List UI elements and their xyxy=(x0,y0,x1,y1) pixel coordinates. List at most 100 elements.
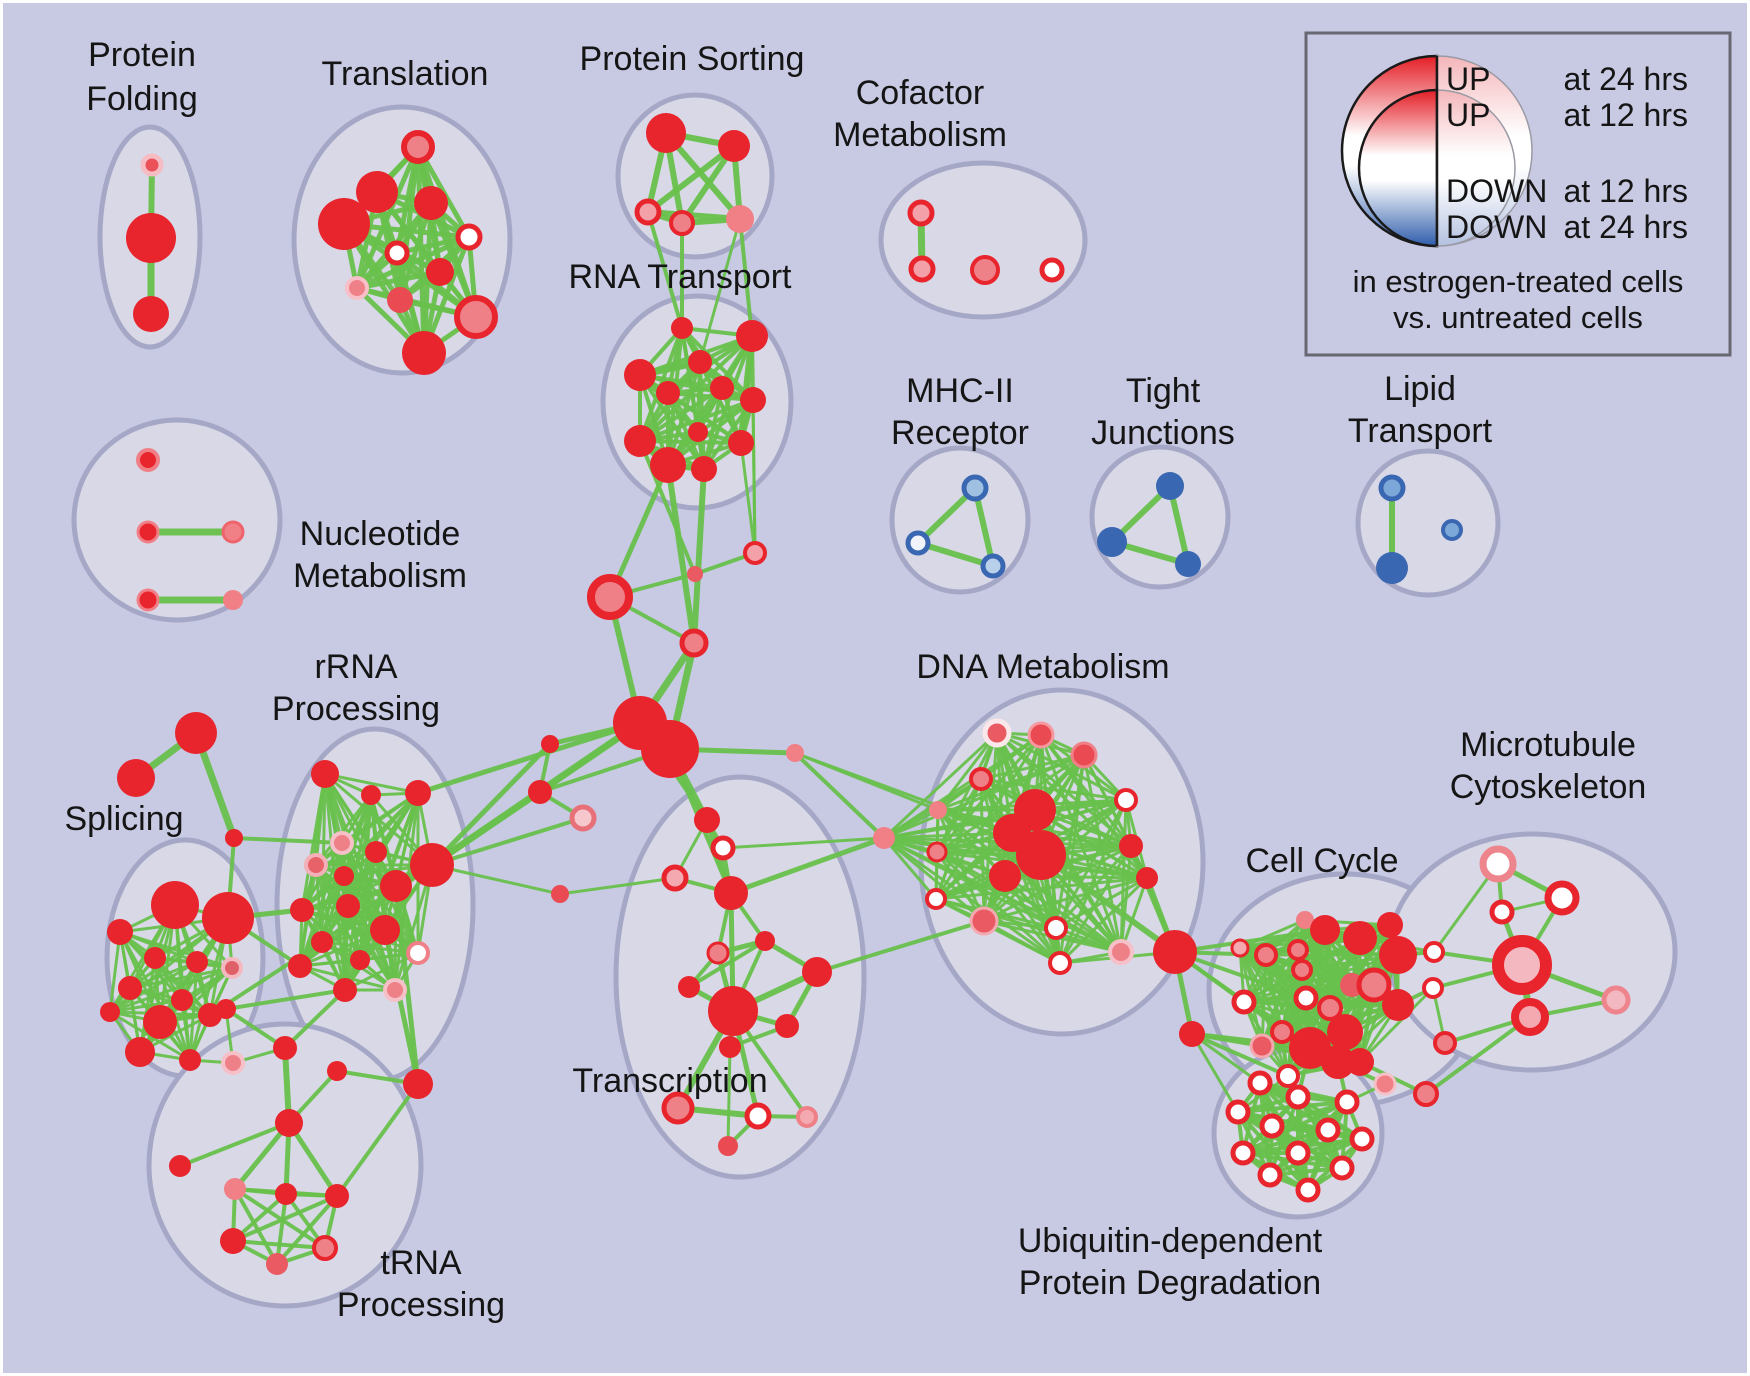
network-node xyxy=(118,976,142,1000)
network-edge xyxy=(1058,876,1149,965)
network-node xyxy=(336,894,360,918)
network-node xyxy=(634,198,662,226)
network-node xyxy=(1097,527,1127,557)
cluster-label-protein-sorting: Protein Sorting xyxy=(580,40,805,78)
network-node xyxy=(334,866,354,886)
cluster-ellipse-cofactor-metabolism xyxy=(878,160,1088,320)
network-node xyxy=(401,130,435,164)
cluster-label-tight-junctions: Tight xyxy=(1126,372,1201,410)
network-node xyxy=(1378,474,1406,502)
network-node xyxy=(786,744,804,762)
cluster-label-mhc-ii-receptor: MHC-II xyxy=(906,372,1014,410)
network-node xyxy=(1310,915,1340,945)
network-edge xyxy=(645,143,737,215)
network-node xyxy=(1423,941,1445,963)
cluster-label-nucleotide-metabolism: Metabolism xyxy=(293,557,467,595)
network-node xyxy=(223,590,243,610)
network-node xyxy=(1296,911,1314,929)
network-edge xyxy=(1238,946,1284,1034)
cluster-ellipse-mhc-ii-receptor xyxy=(889,445,1031,595)
cluster-label-cofactor-metabolism: Cofactor xyxy=(856,74,985,112)
inter-cluster-edge xyxy=(751,398,757,555)
inter-cluster-edge xyxy=(738,217,754,338)
network-node xyxy=(1295,1177,1321,1203)
network-node xyxy=(365,841,387,863)
network-node xyxy=(1108,939,1134,965)
network-node xyxy=(1285,1140,1311,1166)
network-node xyxy=(1413,1081,1439,1107)
network-node xyxy=(926,841,948,863)
network-node xyxy=(714,876,748,910)
cluster-label-dna-metabolism: DNA Metabolism xyxy=(916,648,1169,686)
network-node xyxy=(384,240,410,266)
network-node xyxy=(1441,519,1463,541)
network-node xyxy=(661,864,689,892)
network-node xyxy=(1334,1089,1360,1115)
network-node xyxy=(220,1228,246,1254)
network-node xyxy=(1254,943,1278,967)
network-node xyxy=(1356,967,1392,1003)
network-node xyxy=(318,198,370,250)
network-node xyxy=(710,835,736,861)
network-node xyxy=(311,931,333,953)
network-node xyxy=(1492,935,1552,995)
network-node xyxy=(1259,1113,1285,1139)
network-node xyxy=(117,759,155,797)
network-node xyxy=(273,1036,297,1060)
network-node xyxy=(1293,985,1319,1011)
network-edge xyxy=(882,836,938,901)
cluster-label-trna-processing: Processing xyxy=(337,1286,505,1324)
network-node xyxy=(646,113,686,153)
network-node xyxy=(1048,951,1072,975)
network-node xyxy=(671,317,693,339)
network-node xyxy=(1433,1031,1457,1055)
network-edge xyxy=(638,398,755,443)
inter-cluster-edge xyxy=(1038,852,1178,955)
network-node xyxy=(403,1069,433,1099)
network-edge xyxy=(231,1239,327,1250)
inter-cluster-edge xyxy=(638,439,697,576)
network-edge xyxy=(128,966,234,990)
network-edge xyxy=(638,386,724,443)
network-node xyxy=(455,223,483,251)
network-edge xyxy=(275,1192,288,1266)
network-node xyxy=(225,829,243,847)
network-node xyxy=(133,296,169,332)
network-edge xyxy=(233,1187,279,1266)
network-node xyxy=(345,276,369,300)
network-edge xyxy=(314,793,373,867)
cluster-label-trna-processing: tRNA xyxy=(380,1244,462,1282)
network-node xyxy=(1289,1027,1331,1069)
network-edge xyxy=(638,373,755,402)
inter-cluster-edge xyxy=(1190,1032,1240,1114)
network-node xyxy=(125,1037,155,1067)
legend-box xyxy=(1304,31,1732,357)
cluster-label-rrna-processing: Processing xyxy=(272,690,440,728)
network-edge xyxy=(323,772,420,795)
network-node xyxy=(1479,845,1517,883)
network-node xyxy=(383,978,407,1002)
legend-direction-label: DOWN xyxy=(1446,209,1547,245)
network-node xyxy=(144,947,166,969)
network-node xyxy=(330,831,354,855)
network-edge xyxy=(286,1120,340,1199)
network-node xyxy=(1321,1045,1355,1079)
network-node xyxy=(327,1061,347,1081)
network-edge xyxy=(979,753,1086,781)
network-node xyxy=(740,387,766,413)
network-node xyxy=(706,941,730,965)
network-node xyxy=(405,780,431,806)
legend-direction-label: DOWN xyxy=(1446,173,1547,209)
network-node xyxy=(1136,867,1158,889)
network-node xyxy=(541,735,559,753)
network-node xyxy=(454,295,498,339)
network-edge xyxy=(298,874,346,968)
network-node xyxy=(661,1091,695,1125)
network-node xyxy=(107,919,133,945)
network-edge xyxy=(680,326,755,402)
network-edge xyxy=(1058,844,1133,965)
network-node xyxy=(426,258,454,286)
network-node xyxy=(980,553,1006,579)
network-edge xyxy=(915,540,996,569)
